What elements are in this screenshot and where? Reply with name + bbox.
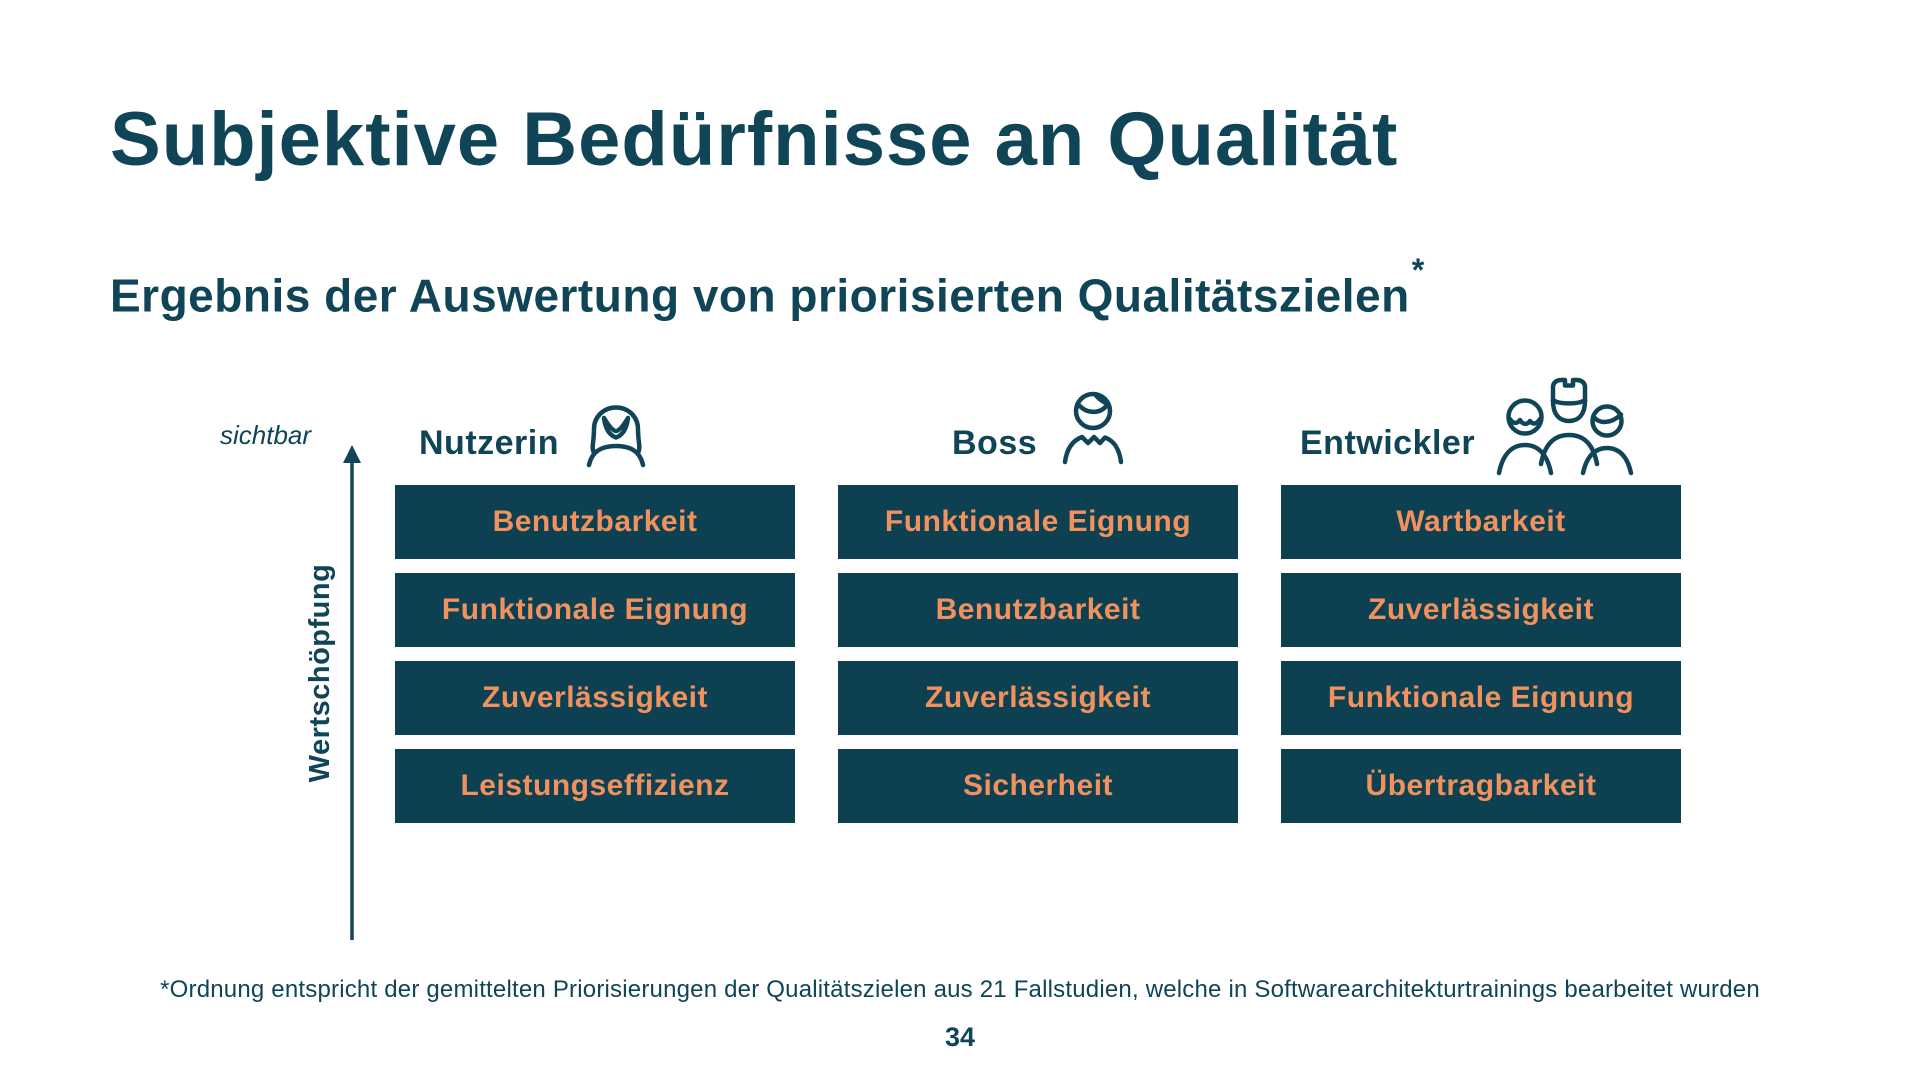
quality-box: Funktionale Eignung — [838, 485, 1238, 559]
quality-box: Zuverlässigkeit — [1281, 573, 1681, 647]
value-axis-arrow-icon — [343, 445, 361, 940]
quality-box: Benutzbarkeit — [395, 485, 795, 559]
quality-box: Leistungseffizienz — [395, 749, 795, 823]
subtitle-text: Ergebnis der Auswertung von priorisierte… — [110, 269, 1410, 322]
developer-team-icon — [1496, 377, 1634, 476]
quality-box: Funktionale Eignung — [1281, 661, 1681, 735]
slide-subtitle: Ergebnis der Auswertung von priorisierte… — [110, 252, 1424, 322]
page-number: 34 — [944, 1022, 976, 1052]
column-header-boss: Boss — [952, 424, 1038, 462]
axis-top-label: sichtbar — [220, 420, 312, 450]
quality-box: Funktionale Eignung — [395, 573, 795, 647]
quality-box: Wartbarkeit — [1281, 485, 1681, 559]
quality-box: Zuverlässigkeit — [838, 661, 1238, 735]
boss-icon — [1062, 391, 1124, 465]
quality-box: Zuverlässigkeit — [395, 661, 795, 735]
column-header-nutzerin: Nutzerin — [419, 424, 559, 462]
page-title: Subjektive Bedürfnisse an Qualität — [110, 97, 1399, 182]
woman-user-icon — [586, 405, 646, 468]
footnote: *Ordnung entspricht der gemittelten Prio… — [160, 976, 1760, 1003]
quality-box: Sicherheit — [838, 749, 1238, 823]
footnote-asterisk: * — [1411, 251, 1425, 288]
column-header-entwickler: Entwickler — [1300, 424, 1476, 462]
quality-box: Übertragbarkeit — [1281, 749, 1681, 823]
axis-label: Wertschöpfung — [304, 563, 336, 783]
quality-box: Benutzbarkeit — [838, 573, 1238, 647]
